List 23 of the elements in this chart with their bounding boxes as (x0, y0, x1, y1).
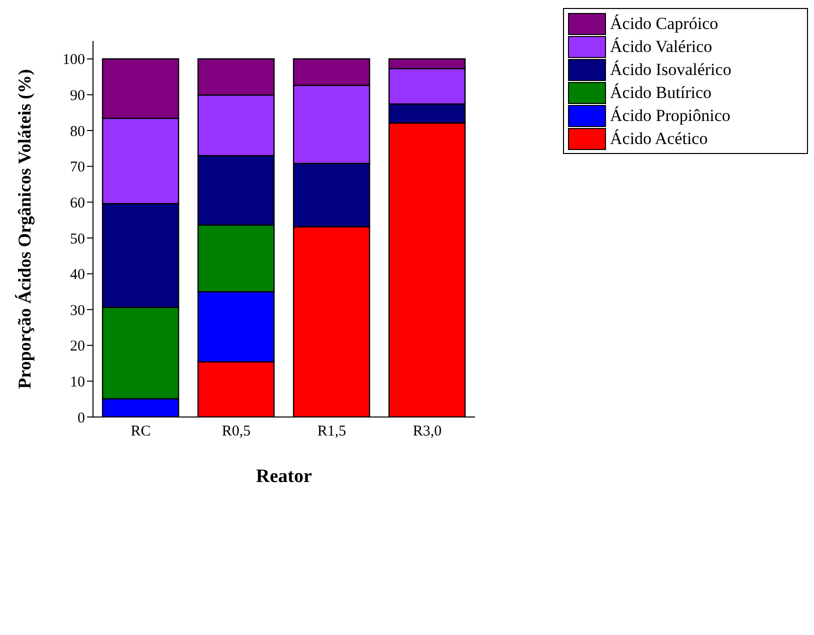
x-axis-title: Reator (256, 466, 313, 487)
y-tick-label: 100 (62, 52, 85, 68)
x-tick-label: R3,0 (412, 424, 442, 440)
legend-label: Ácido Isovalérico (610, 60, 732, 80)
y-tick-label: 90 (70, 88, 85, 104)
y-tick-label: 60 (70, 195, 85, 212)
y-tick-label: 80 (70, 124, 85, 140)
y-tick-label: 30 (70, 302, 85, 319)
legend-label: Ácido Valérico (610, 36, 712, 56)
y-tick-label: 20 (70, 338, 85, 355)
x-tick-label: RC (130, 424, 151, 440)
legend-label: Ácido Acético (610, 128, 708, 148)
y-tick-label: 50 (70, 231, 85, 248)
y-axis-title: Proporção Ácidos Orgânicos Voláteis (%) (14, 69, 34, 389)
y-tick-label: 0 (78, 410, 85, 426)
y-tick-label: 40 (70, 267, 85, 284)
y-tick-label: 10 (70, 374, 85, 391)
legend-label: Ácido Capróico (610, 14, 718, 34)
x-tick-label: R0,5 (222, 424, 251, 440)
y-tick-label: 70 (70, 160, 85, 176)
x-tick-label: R1,5 (317, 424, 346, 440)
legend-label: Ácido Butírico (610, 82, 712, 102)
legend-label: Ácido Propiônico (610, 106, 730, 126)
